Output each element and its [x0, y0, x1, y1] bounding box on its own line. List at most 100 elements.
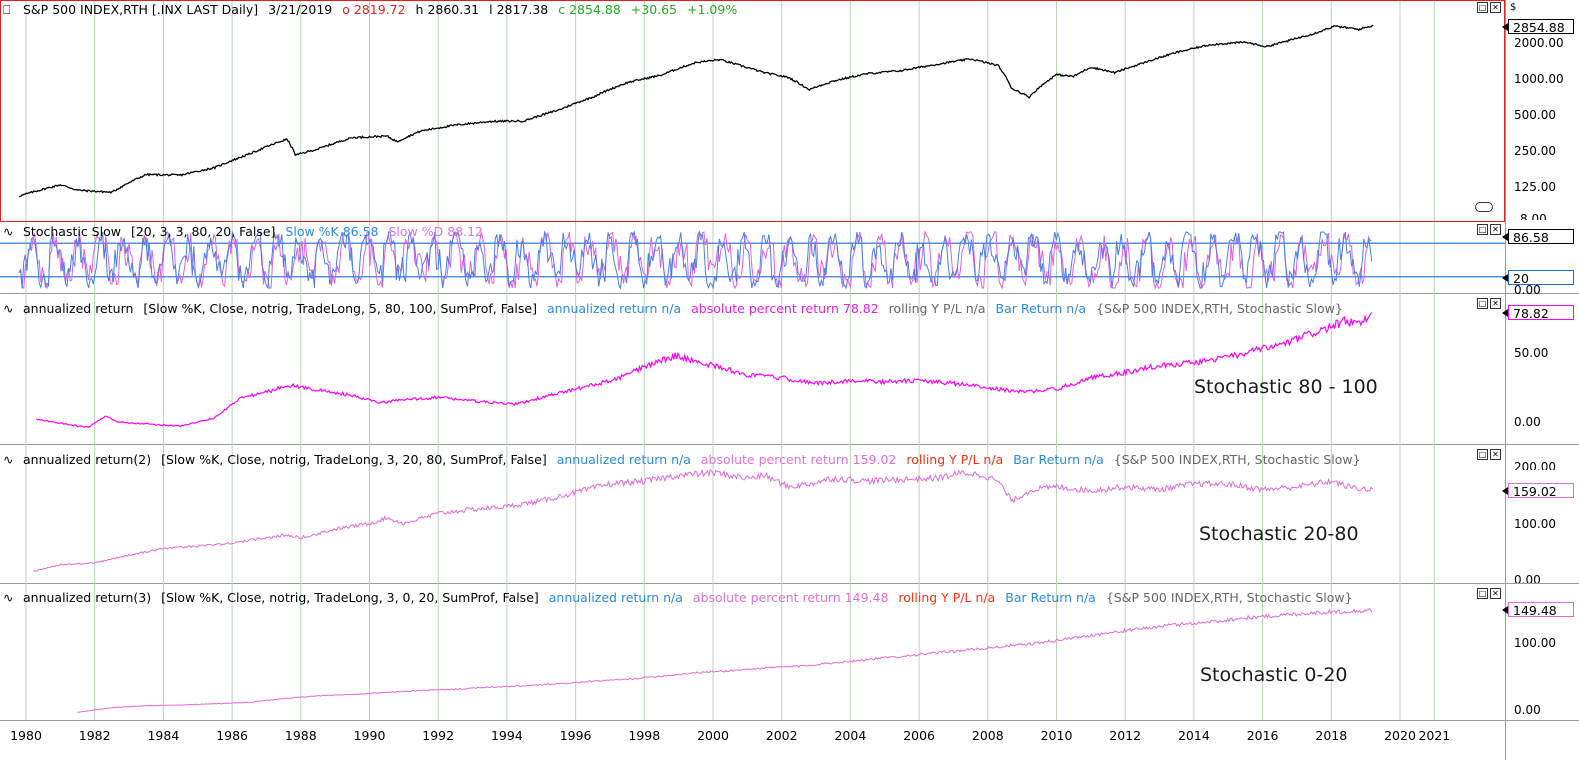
scroll-handle-icon[interactable] — [1475, 202, 1493, 212]
year-tick-label: 2000 — [697, 728, 729, 743]
change-pct-value: +1.09% — [687, 2, 738, 17]
absolute-return-value: absolute percent return 149.48 — [692, 590, 889, 605]
return3-line — [77, 607, 1373, 713]
level-low-box: 20 — [1502, 270, 1574, 286]
return1-header: ∿ annualized return [Slow %K, Close, notr… — [3, 301, 1349, 316]
indicator-name: annualized return — [23, 301, 134, 316]
maximize-icon[interactable]: □ — [1477, 298, 1488, 309]
return2-scale[interactable]: 200.00 159.02 100.00 0.00 — [1502, 445, 1579, 584]
bar-return-value: Bar Return n/a — [995, 301, 1087, 316]
return1-tick: 50.00 — [1514, 346, 1549, 360]
year-tick-label: 1982 — [78, 728, 111, 743]
return3-scale[interactable]: 149.48 100.00 0.00 — [1502, 584, 1579, 720]
slow-d-value: Slow %D 88.12 — [388, 224, 484, 239]
price-tick: 1000.00 — [1514, 72, 1564, 86]
price-tick: 125.00 — [1514, 180, 1556, 194]
source-label: {S&P 500 INDEX,RTH, Stochastic Slow} — [1105, 590, 1353, 605]
indicator-params: [20, 3, 3, 80, 20, False] — [130, 224, 276, 239]
stochastic-pane-buttons: □ ✕ — [1475, 224, 1501, 235]
indicator-icon: ∿ — [3, 224, 14, 239]
maximize-icon[interactable]: □ — [1477, 2, 1488, 13]
price-tick-partial: 8.00 — [1520, 212, 1547, 220]
return1-scale[interactable]: 78.82 50.00 0.00 — [1502, 294, 1579, 445]
maximize-icon[interactable]: □ — [1477, 588, 1488, 599]
return3-tick: 0.00 — [1514, 703, 1541, 717]
price-tick: 250.00 — [1514, 144, 1556, 158]
return1-pane[interactable]: ∿ annualized return [Slow %K, Close, notr… — [0, 294, 1505, 445]
bar-chart-icon: ⎕ — [3, 2, 11, 17]
change-value: +30.65 — [630, 2, 678, 17]
annotation-label: Stochastic 0-20 — [1200, 664, 1348, 686]
return2-tick: 0.00 — [1514, 573, 1541, 583]
year-tick-label: 1988 — [284, 728, 317, 743]
indicator-params: [Slow %K, Close, notrig, TradeLong, 3, 2… — [161, 452, 547, 467]
price-tick: 500.00 — [1514, 108, 1556, 122]
year-tick-label: 2008 — [971, 728, 1004, 743]
annualized-return-value: annualized return n/a — [546, 301, 682, 316]
year-tick-label: 1996 — [559, 728, 592, 743]
price-scale[interactable]: $ 2854.88 2000.00 1000.00 500.00 250.00 … — [1502, 0, 1579, 222]
year-tick-label: 2016 — [1246, 728, 1279, 743]
return2-tick: 100.00 — [1514, 517, 1556, 531]
year-tick-label: 1984 — [147, 728, 180, 743]
year-tick-label: 1986 — [216, 728, 248, 743]
low-value: l 2817.38 — [489, 2, 549, 17]
annotation-label: Stochastic 20-80 — [1199, 523, 1359, 545]
return1-pane-buttons: □ ✕ — [1475, 298, 1501, 309]
slow-d-line — [18, 230, 1372, 290]
year-tick-label: 1992 — [422, 728, 455, 743]
source-label: {S&P 500 INDEX,RTH, Stochastic Slow} — [1113, 452, 1361, 467]
return1-plot — [25, 294, 1435, 445]
year-tick-label: 2020 — [1384, 728, 1416, 743]
price-scale-top: $ — [1510, 2, 1517, 13]
indicator-params: [Slow %K, Close, notrig, TradeLong, 3, 0… — [161, 590, 539, 605]
return3-plot — [25, 584, 1435, 720]
close-icon[interactable]: ✕ — [1490, 588, 1501, 599]
close-icon[interactable]: ✕ — [1490, 224, 1501, 235]
maximize-icon[interactable]: □ — [1477, 224, 1488, 235]
close-icon[interactable]: ✕ — [1490, 298, 1501, 309]
close-icon[interactable]: ✕ — [1490, 2, 1501, 13]
indicator-params: [Slow %K, Close, notrig, TradeLong, 5, 8… — [143, 301, 537, 316]
price-pane[interactable]: ⎕ S&P 500 INDEX,RTH [.INX LAST Daily] 3/2… — [0, 0, 1505, 222]
indicator-icon: ∿ — [3, 452, 14, 467]
time-axis[interactable]: 1980 1982 1984 1986 1988 1990 1992 1994 1996 1998… — [0, 720, 1505, 760]
year-tick-label: 2006 — [903, 728, 935, 743]
year-tick-label: 2021 — [1418, 728, 1451, 743]
open-value: o 2819.72 — [342, 2, 406, 17]
return1-line — [35, 312, 1373, 429]
close-icon[interactable]: ✕ — [1490, 449, 1501, 460]
stoch-tick: 0.00 — [1514, 283, 1541, 297]
return2-tick: 200.00 — [1514, 460, 1556, 470]
year-tick-label: 2014 — [1177, 728, 1210, 743]
rolling-pl-value: rolling Y P/L n/a — [906, 452, 1004, 467]
maximize-icon[interactable]: □ — [1477, 449, 1488, 460]
indicator-icon: ∿ — [3, 590, 14, 605]
return1-tick: 0.00 — [1514, 415, 1541, 429]
rolling-pl-value: rolling Y P/L n/a — [888, 301, 986, 316]
annualized-return-value: annualized return n/a — [556, 452, 691, 467]
bar-return-value: Bar Return n/a — [1013, 452, 1104, 467]
slow-k-last-box: 86.58 — [1502, 229, 1574, 245]
return2-plot — [25, 445, 1435, 584]
annotation-label: Stochastic 80 - 100 — [1194, 376, 1378, 398]
year-tick-label: 2002 — [765, 728, 798, 743]
return3-pane-buttons: □ ✕ — [1475, 588, 1501, 599]
indicator-name: annualized return(3) — [23, 590, 152, 605]
return2-last-box: 159.02 — [1502, 483, 1574, 499]
year-tick-label: 1980 — [10, 728, 42, 743]
return2-pane-buttons: □ ✕ — [1475, 449, 1501, 460]
price-last-box: 2854.88 — [1502, 19, 1574, 35]
price-line — [19, 24, 1374, 198]
stochastic-pane[interactable]: ∿ Stochastic Slow [20, 3, 3, 80, 20, Fals… — [0, 222, 1505, 294]
stochastic-plot — [0, 222, 1505, 294]
year-tick-label: 2004 — [834, 728, 867, 743]
return3-pane[interactable]: ∿ annualized return(3) [Slow %K, Close, n… — [0, 584, 1505, 720]
slow-k-line — [18, 230, 1373, 290]
year-tick-label: 2010 — [1040, 728, 1073, 743]
indicator-name: Stochastic Slow — [23, 224, 121, 239]
indicator-icon: ∿ — [3, 301, 14, 316]
stochastic-scale[interactable]: 86.58 20 0.00 — [1502, 222, 1579, 297]
return2-pane[interactable]: ∿ annualized return(2) [Slow %K, Close, n… — [0, 445, 1505, 584]
annualized-return-value: annualized return n/a — [548, 590, 683, 605]
